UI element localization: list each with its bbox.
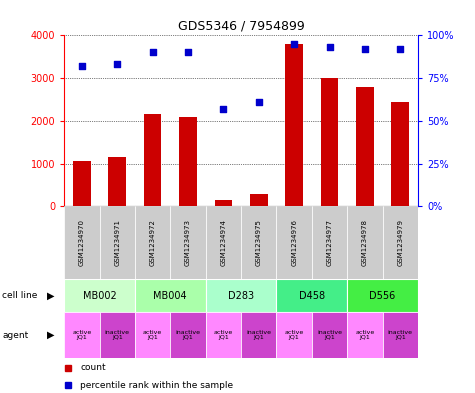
Text: GSM1234975: GSM1234975 [256, 219, 262, 266]
Bar [285, 44, 303, 206]
Point [290, 41, 298, 47]
Point [397, 46, 404, 52]
FancyBboxPatch shape [383, 206, 418, 279]
FancyBboxPatch shape [135, 312, 170, 358]
Bar [108, 157, 126, 206]
Bar [321, 78, 338, 206]
Text: D283: D283 [228, 291, 254, 301]
FancyBboxPatch shape [347, 312, 383, 358]
Text: GSM1234972: GSM1234972 [150, 219, 156, 266]
Text: active
JQ1: active JQ1 [355, 330, 375, 340]
Text: inactive
JQ1: inactive JQ1 [104, 330, 130, 340]
Point [149, 49, 156, 55]
Text: GSM1234970: GSM1234970 [79, 219, 85, 266]
Text: GSM1234976: GSM1234976 [291, 219, 297, 266]
Bar [73, 162, 91, 206]
FancyBboxPatch shape [206, 312, 241, 358]
FancyBboxPatch shape [64, 312, 99, 358]
Point [326, 44, 333, 50]
FancyBboxPatch shape [276, 279, 347, 312]
FancyBboxPatch shape [135, 206, 170, 279]
FancyBboxPatch shape [347, 279, 418, 312]
Point [361, 46, 369, 52]
FancyBboxPatch shape [241, 206, 276, 279]
Text: inactive
JQ1: inactive JQ1 [246, 330, 271, 340]
Text: D556: D556 [370, 291, 396, 301]
Text: GSM1234974: GSM1234974 [220, 219, 227, 266]
Text: count: count [80, 363, 105, 372]
FancyBboxPatch shape [64, 206, 99, 279]
Text: ▶: ▶ [47, 330, 54, 340]
Point [114, 61, 121, 68]
Text: active
JQ1: active JQ1 [143, 330, 162, 340]
FancyBboxPatch shape [206, 279, 276, 312]
FancyBboxPatch shape [276, 312, 312, 358]
Point [219, 106, 227, 112]
Bar [356, 86, 374, 206]
Text: MB002: MB002 [83, 291, 116, 301]
Text: MB004: MB004 [153, 291, 187, 301]
Point [78, 63, 86, 69]
Bar [179, 117, 197, 206]
Bar [215, 200, 232, 206]
Bar [250, 195, 267, 206]
Text: GSM1234971: GSM1234971 [114, 219, 120, 266]
FancyBboxPatch shape [312, 206, 347, 279]
FancyBboxPatch shape [276, 206, 312, 279]
Text: active
JQ1: active JQ1 [285, 330, 304, 340]
FancyBboxPatch shape [312, 312, 347, 358]
Text: active
JQ1: active JQ1 [214, 330, 233, 340]
FancyBboxPatch shape [206, 206, 241, 279]
Text: ▶: ▶ [47, 291, 54, 301]
Text: D458: D458 [299, 291, 325, 301]
FancyBboxPatch shape [99, 312, 135, 358]
Text: agent: agent [2, 331, 28, 340]
Text: GSM1234973: GSM1234973 [185, 219, 191, 266]
Text: inactive
JQ1: inactive JQ1 [317, 330, 342, 340]
Text: GSM1234979: GSM1234979 [397, 219, 403, 266]
Title: GDS5346 / 7954899: GDS5346 / 7954899 [178, 20, 304, 33]
Text: active
JQ1: active JQ1 [72, 330, 92, 340]
FancyBboxPatch shape [135, 279, 206, 312]
Text: cell line: cell line [2, 291, 38, 300]
FancyBboxPatch shape [170, 312, 206, 358]
FancyBboxPatch shape [347, 206, 383, 279]
FancyBboxPatch shape [241, 312, 276, 358]
Point [255, 99, 263, 105]
Text: GSM1234977: GSM1234977 [326, 219, 332, 266]
FancyBboxPatch shape [64, 279, 135, 312]
Text: percentile rank within the sample: percentile rank within the sample [80, 381, 233, 390]
FancyBboxPatch shape [383, 312, 418, 358]
Text: GSM1234978: GSM1234978 [362, 219, 368, 266]
Text: inactive
JQ1: inactive JQ1 [388, 330, 413, 340]
Point [184, 49, 192, 55]
FancyBboxPatch shape [99, 206, 135, 279]
Bar [144, 114, 162, 206]
Text: inactive
JQ1: inactive JQ1 [175, 330, 200, 340]
Bar [391, 102, 409, 206]
FancyBboxPatch shape [170, 206, 206, 279]
